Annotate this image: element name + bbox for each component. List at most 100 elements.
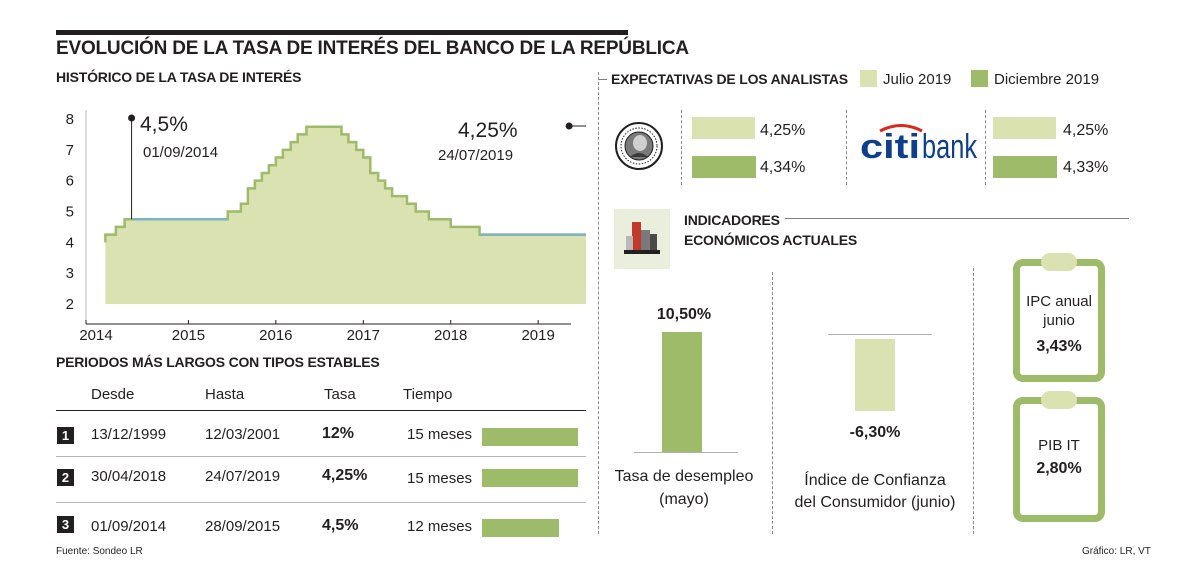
title-rule bbox=[56, 30, 628, 35]
row-2-tiempo: 15 meses bbox=[407, 470, 473, 487]
desempleo-bar bbox=[662, 332, 702, 452]
indicator-divider bbox=[772, 272, 773, 534]
annotation-left-date: 01/09/2014 bbox=[143, 144, 219, 161]
section-divider bbox=[598, 72, 599, 534]
row-1-desde: 13/12/1999 bbox=[91, 426, 167, 443]
row-2-tasa: 4,25% bbox=[322, 467, 368, 484]
row-3-tiempo: 12 meses bbox=[407, 518, 473, 535]
y-tick-label: 8 bbox=[66, 111, 74, 128]
footer-source: Fuente: Sondeo LR bbox=[56, 546, 143, 557]
history-heading: HISTÓRICO DE LA TASA DE INTERÉS bbox=[56, 69, 302, 85]
citibank-diciembre-value: 4,33% bbox=[1063, 159, 1109, 176]
desempleo-value-text: 10,50% bbox=[656, 306, 712, 323]
banrep-julio-bar bbox=[692, 117, 755, 139]
indicator-divider bbox=[973, 268, 974, 534]
y-tick-label: 2 bbox=[66, 296, 74, 313]
legend-julio: Julio 2019 bbox=[883, 71, 952, 88]
ipc-label-2: junio bbox=[1043, 312, 1075, 329]
desempleo-label-1: Tasa de desempleo bbox=[614, 468, 754, 485]
x-tick-label: 2015 bbox=[172, 327, 205, 344]
col-desde: Desde bbox=[91, 386, 135, 403]
row-divider bbox=[56, 502, 586, 503]
rate-area bbox=[105, 126, 586, 304]
row-2-duration-bar bbox=[482, 469, 578, 487]
expectations-heading: EXPECTATIVAS DE LOS ANALISTAS bbox=[611, 71, 848, 87]
y-tick-label: 5 bbox=[66, 204, 74, 221]
row-1-hasta: 12/03/2001 bbox=[205, 426, 281, 443]
annotation-left-value: 4,5% bbox=[140, 113, 188, 136]
banrep-diciembre-bar bbox=[692, 156, 756, 178]
confianza-label-2: del Consumidor (junio) bbox=[794, 494, 956, 511]
analyst-divider bbox=[681, 110, 682, 185]
pib-clipboard bbox=[1013, 397, 1105, 522]
annotation-right-value: 4,25% bbox=[458, 119, 518, 142]
rate-chart: 2 3 4 5 6 7 8 2014 2015 2016 2017 2018 2019 bbox=[66, 110, 586, 344]
citibank-julio-bar bbox=[993, 117, 1056, 139]
row-2-desde: 30/04/2018 bbox=[91, 468, 167, 485]
x-tick-label: 2014 bbox=[79, 327, 112, 344]
confianza-baseline bbox=[828, 334, 932, 335]
row-3-duration-bar bbox=[482, 519, 559, 537]
row-3-tasa: 4,5% bbox=[322, 517, 359, 534]
confianza-bar bbox=[855, 339, 895, 411]
x-tick-label: 2019 bbox=[521, 327, 554, 344]
banrep-diciembre-value: 4,34% bbox=[760, 159, 806, 176]
annotation-right-leader bbox=[569, 125, 586, 127]
confianza-value: -6,30% bbox=[849, 424, 901, 441]
legend-swatch-julio bbox=[860, 70, 877, 87]
indicators-heading-1: INDICADORES bbox=[684, 212, 780, 228]
expectations-rule-left bbox=[599, 79, 607, 80]
ipc-value: 3,43% bbox=[1036, 338, 1082, 355]
row-2-number: 2 bbox=[57, 469, 74, 486]
ipc-label-1: IPC anual bbox=[1026, 293, 1092, 310]
citibank-diciembre-bar bbox=[993, 156, 1057, 178]
y-tick-label: 7 bbox=[66, 142, 74, 159]
y-tick-label: 6 bbox=[66, 173, 74, 190]
row-3-hasta: 28/09/2015 bbox=[205, 518, 281, 535]
banrep-seal-icon bbox=[615, 122, 663, 170]
analyst-divider bbox=[985, 110, 986, 185]
x-tick-label: 2018 bbox=[434, 327, 467, 344]
pib-value: 2,80% bbox=[1036, 460, 1082, 477]
confianza-label-1: Índice de Confianza bbox=[804, 472, 946, 489]
col-hasta: Hasta bbox=[205, 386, 245, 403]
desempleo-value: 10,50% bbox=[620, 306, 748, 324]
banrep-julio-value: 4,25% bbox=[760, 122, 806, 139]
bar-chart-icon bbox=[624, 222, 660, 254]
desempleo-label-2: (mayo) bbox=[659, 491, 709, 508]
row-divider bbox=[56, 456, 586, 457]
page-title: EVOLUCIÓN DE LA TASA DE INTERÉS DEL BANC… bbox=[56, 38, 689, 59]
legend-diciembre: Diciembre 2019 bbox=[994, 71, 1100, 88]
footer-credit: Gráfico: LR, VT bbox=[1082, 546, 1151, 557]
x-tick-label: 2016 bbox=[259, 327, 292, 344]
x-tick-label: 2017 bbox=[347, 327, 380, 344]
row-2-hasta: 24/07/2019 bbox=[205, 468, 281, 485]
col-tiempo: Tiempo bbox=[403, 386, 453, 403]
ipc-clip-tab bbox=[1041, 253, 1077, 271]
row-1-duration-bar bbox=[482, 428, 578, 446]
table-header-rule bbox=[56, 410, 586, 411]
periods-heading: PERIODOS MÁS LARGOS CON TIPOS ESTABLES bbox=[56, 354, 380, 370]
indicators-heading-2: ECONÓMICOS ACTUALES bbox=[684, 232, 858, 248]
legend-swatch-diciembre bbox=[971, 70, 988, 87]
citibank-logo-icon: citi bank bbox=[860, 124, 978, 164]
y-tick-label: 4 bbox=[66, 234, 74, 251]
annotation-right-date: 24/07/2019 bbox=[438, 147, 514, 164]
citibank-julio-value: 4,25% bbox=[1063, 122, 1109, 139]
analyst-divider bbox=[846, 110, 847, 185]
row-3-desde: 01/09/2014 bbox=[91, 518, 167, 535]
desempleo-baseline bbox=[634, 452, 738, 453]
col-tasa: Tasa bbox=[324, 386, 356, 403]
citi-wordmark: citi bbox=[860, 128, 920, 164]
rate-line bbox=[104, 125, 586, 243]
row-1-number: 1 bbox=[57, 427, 74, 444]
pib-clip-tab bbox=[1041, 391, 1077, 409]
y-tick-label: 3 bbox=[66, 265, 74, 282]
pib-label: PIB IT bbox=[1038, 437, 1080, 454]
bank-wordmark: bank bbox=[922, 128, 978, 164]
row-1-tiempo: 15 meses bbox=[407, 426, 473, 443]
row-1-tasa: 12% bbox=[322, 425, 355, 442]
indicators-rule bbox=[785, 218, 1129, 219]
row-3-number: 3 bbox=[57, 516, 74, 533]
annotation-left-dot bbox=[128, 114, 136, 122]
